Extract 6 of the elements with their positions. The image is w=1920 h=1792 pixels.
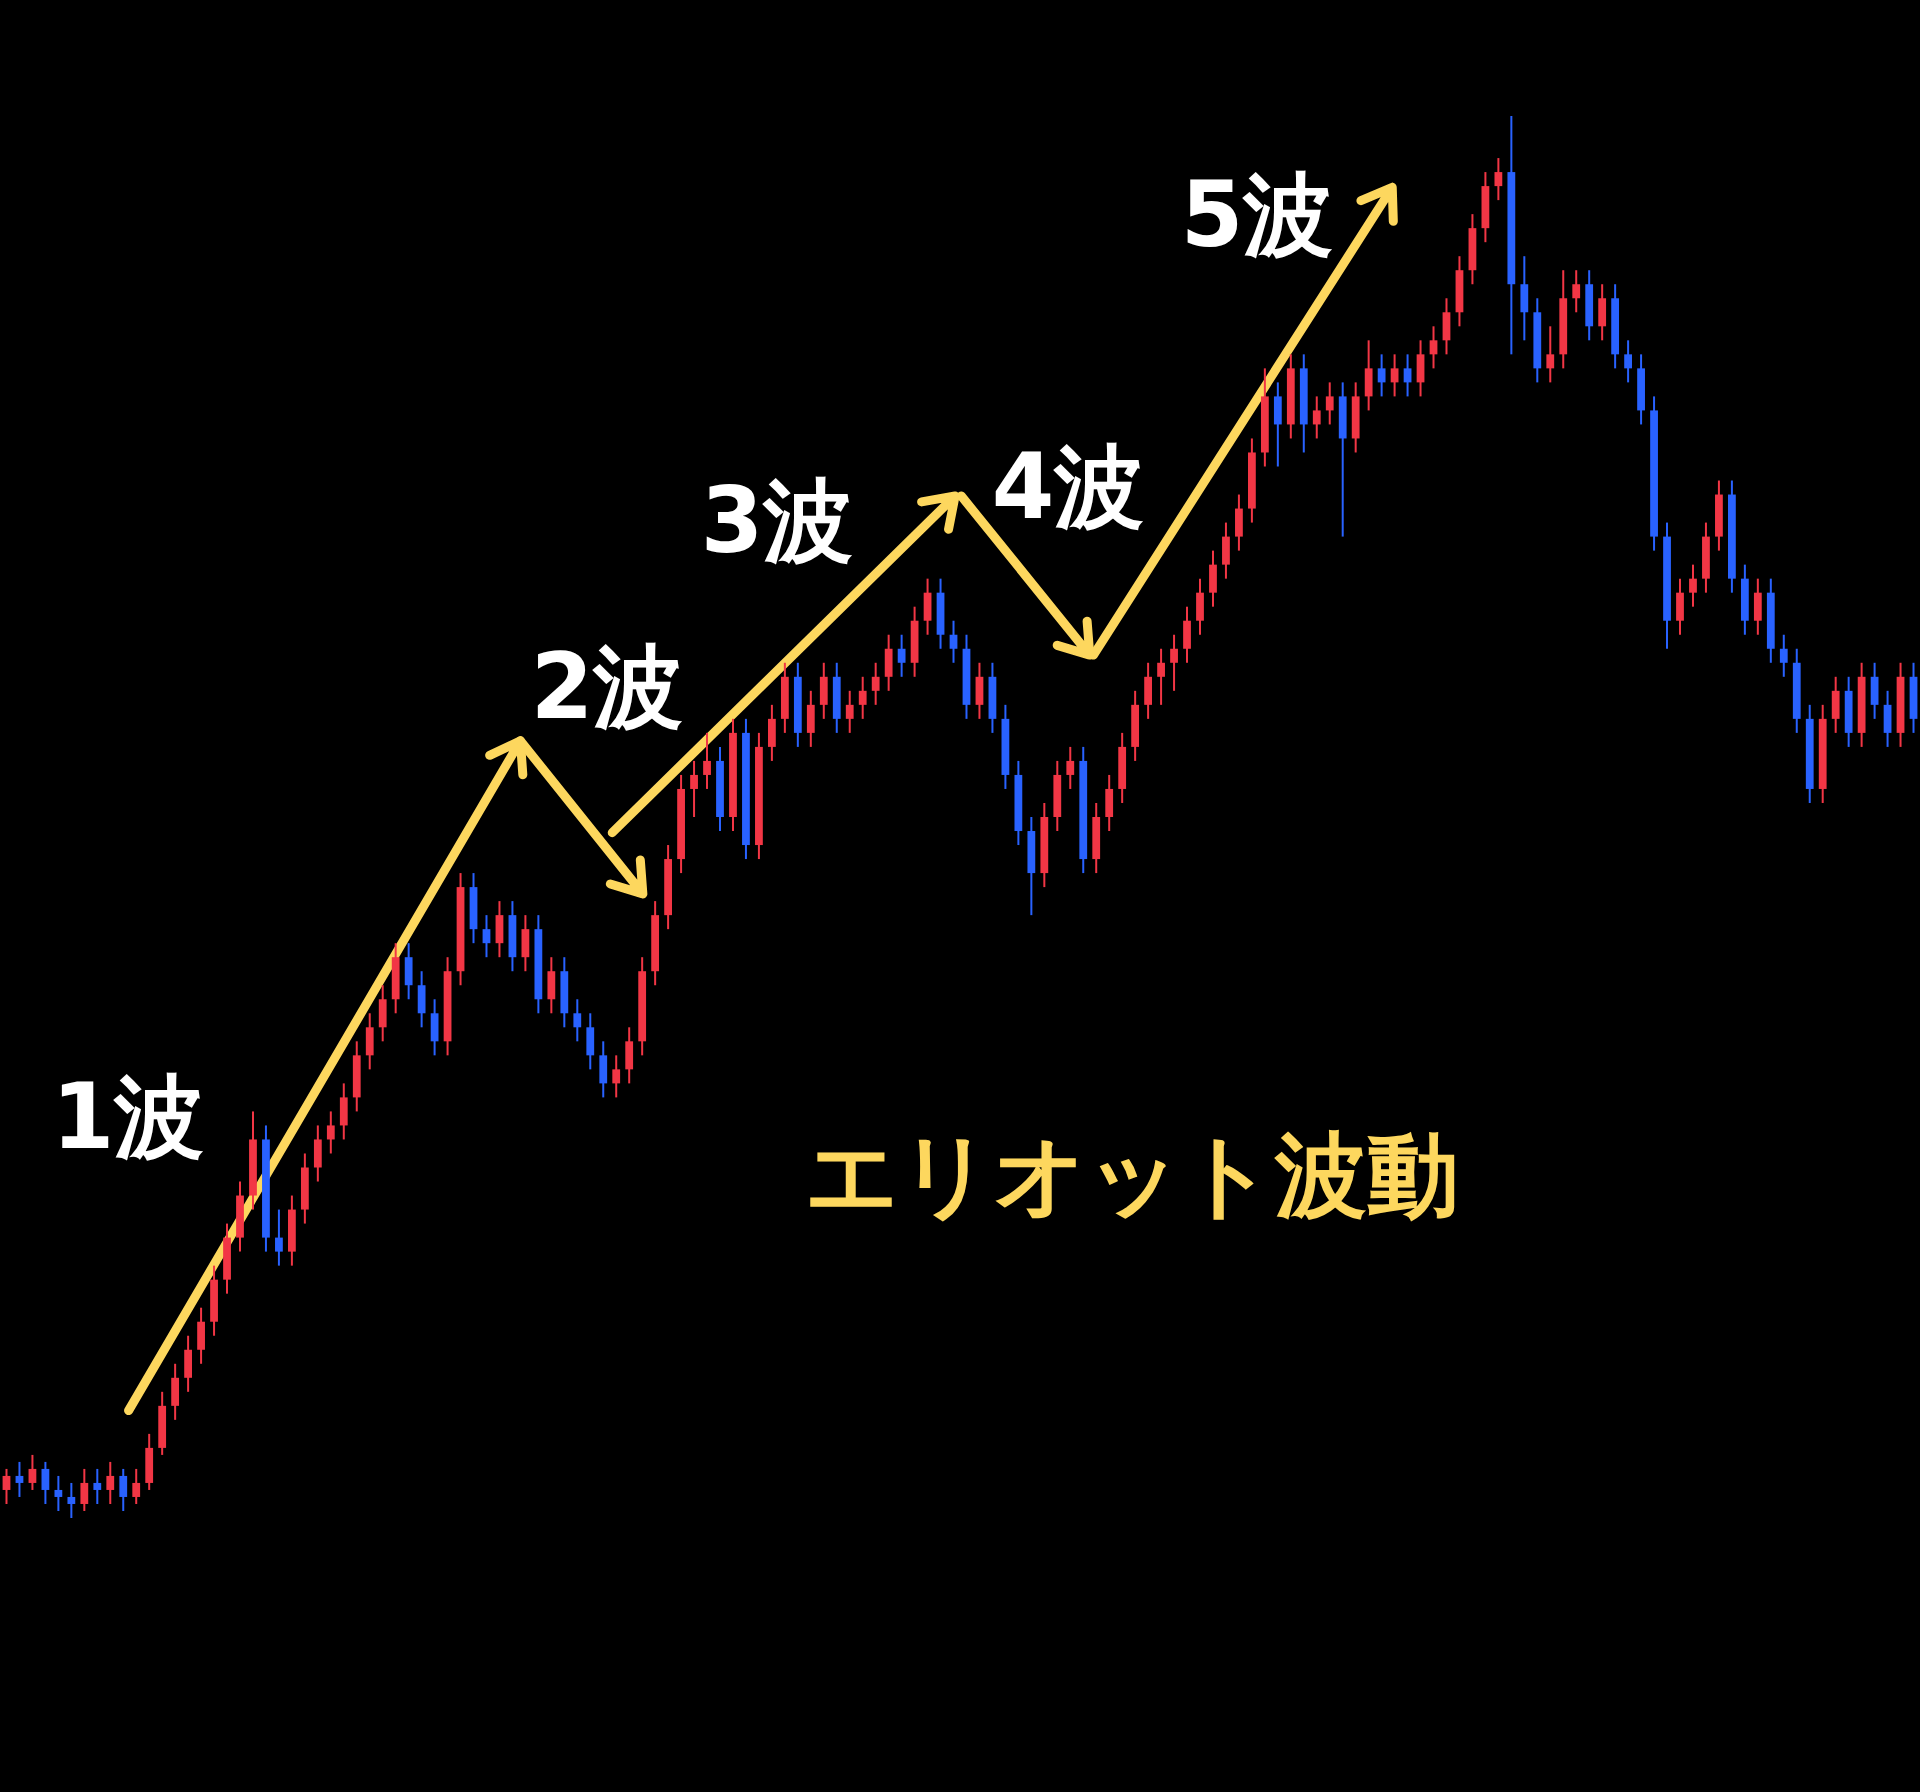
annotation: 3波 [700,468,854,573]
annotation: 4波 [991,434,1145,539]
annotation: 5波 [1180,162,1334,267]
annotation: 1波 [51,1064,205,1169]
annotation: エリオット波動 [805,1122,1459,1229]
annotation: 2波 [530,634,684,739]
